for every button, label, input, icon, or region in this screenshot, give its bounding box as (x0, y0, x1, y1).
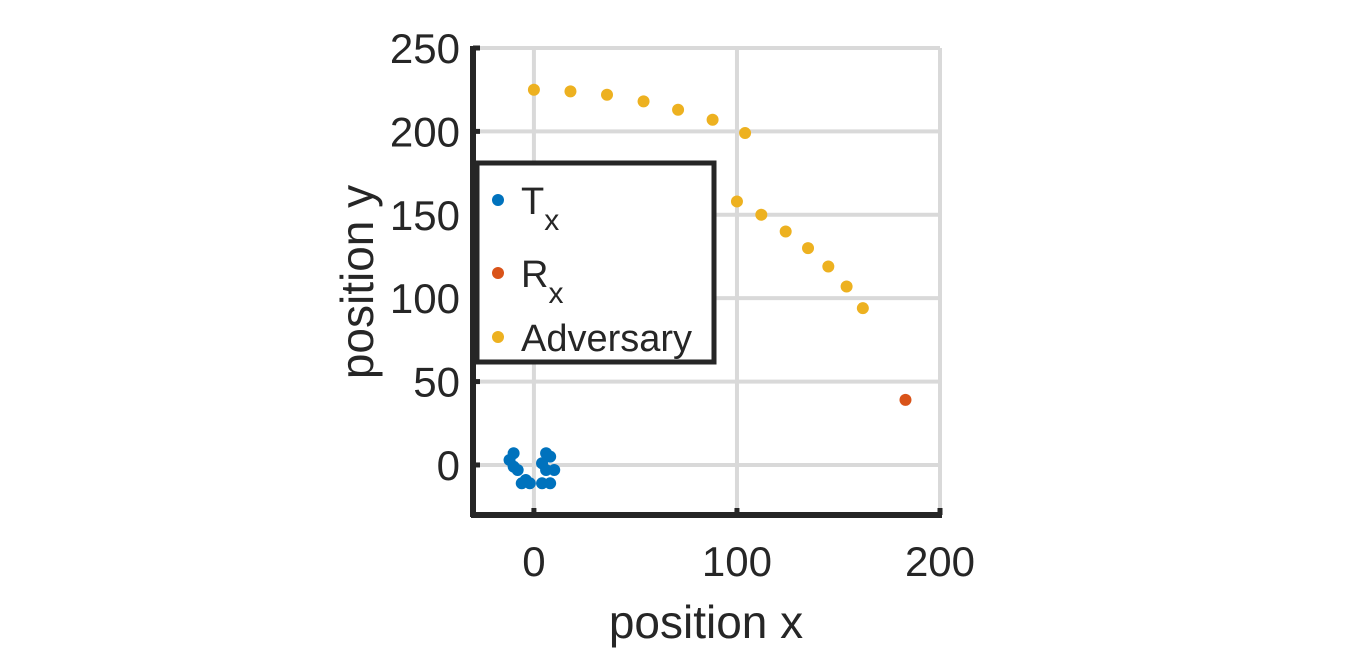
x-axis-label: position x (609, 596, 803, 648)
legend-label: Adversary (521, 318, 692, 360)
data-point (856, 302, 869, 315)
x-tick-label: 200 (905, 538, 975, 585)
y-tick-label: 0 (437, 442, 460, 489)
data-point (523, 477, 536, 490)
data-point (544, 477, 557, 490)
data-point (779, 225, 792, 238)
data-point (527, 83, 540, 96)
data-point (564, 85, 577, 98)
data-point (739, 127, 752, 140)
x-tick-label: 100 (702, 538, 772, 585)
data-point (899, 393, 912, 406)
data-points (503, 83, 912, 490)
data-point (507, 447, 520, 460)
data-point (730, 195, 743, 208)
y-tick-label: 100 (390, 275, 460, 322)
data-point (544, 450, 557, 463)
data-point (601, 88, 614, 101)
axes (470, 46, 942, 518)
legend-box (474, 160, 717, 365)
data-point (822, 260, 835, 273)
axis-ticks: 0 100 200 0 50 100 150 200 250 (390, 25, 975, 585)
data-point (548, 463, 561, 476)
data-point (802, 242, 815, 255)
y-tick-label: 200 (390, 108, 460, 155)
legend-marker (492, 267, 504, 279)
legend-marker (492, 194, 504, 206)
y-tick-label: 150 (390, 192, 460, 239)
y-tick-label: 250 (390, 25, 460, 72)
y-tick-label: 50 (413, 359, 460, 406)
x-tick-label: 0 (522, 538, 545, 585)
data-point (637, 95, 650, 108)
data-point (706, 113, 719, 126)
data-point (755, 208, 768, 221)
data-point (507, 460, 520, 473)
data-point (840, 280, 853, 293)
legend-marker (492, 331, 504, 343)
data-point (672, 103, 685, 116)
y-axis-label: position y (331, 185, 383, 379)
